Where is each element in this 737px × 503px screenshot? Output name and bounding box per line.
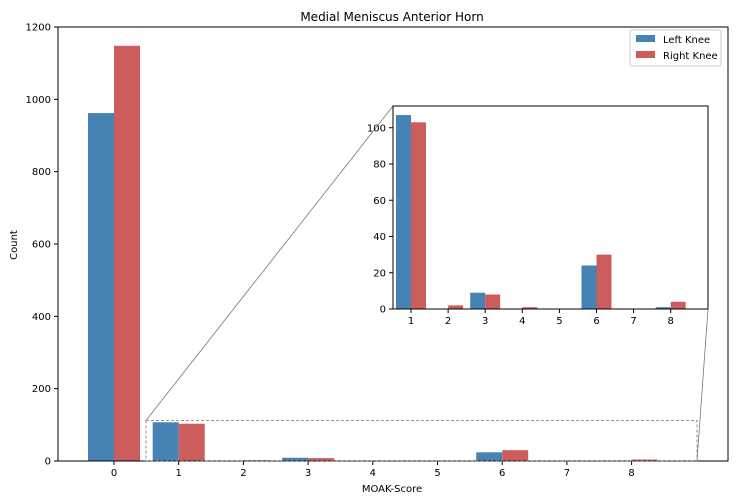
inset-x-tick-label: 3 <box>482 316 488 327</box>
legend-label-right-knee: Right Knee <box>663 51 718 62</box>
inset-x-tick-label: 4 <box>519 316 525 327</box>
bar-left-knee-3 <box>282 457 309 461</box>
zoom-indicator <box>145 105 709 462</box>
inset-x-tick-label: 7 <box>630 316 636 327</box>
inset-bar-right-knee-2 <box>448 305 464 309</box>
inset-y-tick-label: 40 <box>373 232 386 243</box>
chart-title: Medial Meniscus Anterior Horn <box>300 10 483 24</box>
inset-x-tick-label: 2 <box>445 316 451 327</box>
bar-right-knee-3 <box>308 458 335 461</box>
inset-bar-left-knee-1 <box>396 115 411 309</box>
bar-right-knee-0 <box>114 45 140 461</box>
x-tick-label: 0 <box>111 468 117 479</box>
y-tick-label: 400 <box>32 312 51 323</box>
inset-bar-left-knee-6 <box>581 265 597 309</box>
x-tick-label: 8 <box>628 468 634 479</box>
inset-background <box>393 106 708 309</box>
inset-bar-right-knee-3 <box>485 294 501 309</box>
x-tick-label: 3 <box>305 468 311 479</box>
x-axis-label: MOAK-Score <box>362 484 422 495</box>
x-tick-label: 1 <box>176 468 182 479</box>
y-tick-label: 200 <box>32 384 51 395</box>
y-tick-label: 1000 <box>26 95 51 106</box>
y-tick-label: 0 <box>45 457 51 468</box>
inset-bar-right-knee-8 <box>670 301 686 309</box>
inset-bar-right-knee-1 <box>411 122 426 309</box>
legend-swatch-right-knee <box>636 51 655 58</box>
bar-right-knee-8 <box>631 459 658 461</box>
bar-right-knee-1 <box>178 423 205 461</box>
zoom-connector <box>145 105 394 421</box>
legend-label-left-knee: Left Knee <box>663 35 710 46</box>
x-tick-label: 4 <box>370 468 376 479</box>
zoom-region <box>145 420 698 462</box>
x-tick-label: 6 <box>499 468 505 479</box>
x-tick-label: 2 <box>240 468 246 479</box>
inset-y-tick-label: 80 <box>373 160 386 171</box>
inset-bar-right-knee-6 <box>596 254 612 309</box>
x-tick-label: 7 <box>564 468 570 479</box>
inset-x-tick-label: 6 <box>593 316 599 327</box>
zoom-connector <box>696 308 709 462</box>
legend: Left Knee Right Knee <box>629 29 722 67</box>
inset-bar-right-knee-4 <box>522 307 538 309</box>
inset-x-tick-label: 5 <box>556 316 562 327</box>
bar-left-knee-0 <box>88 113 114 462</box>
inset-bar-left-knee-3 <box>470 292 486 309</box>
bar-left-knee-1 <box>152 422 179 461</box>
y-axis-label: Count <box>9 230 20 260</box>
inset-y-tick-label: 20 <box>373 268 386 279</box>
inset-x-tick-label: 8 <box>668 316 674 327</box>
inset-y-tick-label: 100 <box>367 123 386 134</box>
bar-right-knee-6 <box>502 450 529 461</box>
inset-x-tick-label: 1 <box>408 316 414 327</box>
inset-y-tick-label: 60 <box>373 196 386 207</box>
inset-y-tick-label: 0 <box>380 305 386 316</box>
inset-frame <box>392 105 709 310</box>
bar-left-knee-6 <box>476 452 503 461</box>
x-tick-label: 5 <box>434 468 440 479</box>
inset-bar-left-knee-8 <box>655 307 671 309</box>
legend-swatch-left-knee <box>636 35 655 42</box>
y-tick-label: 1200 <box>26 23 51 34</box>
y-tick-label: 600 <box>32 240 51 251</box>
y-tick-label: 800 <box>32 167 51 178</box>
